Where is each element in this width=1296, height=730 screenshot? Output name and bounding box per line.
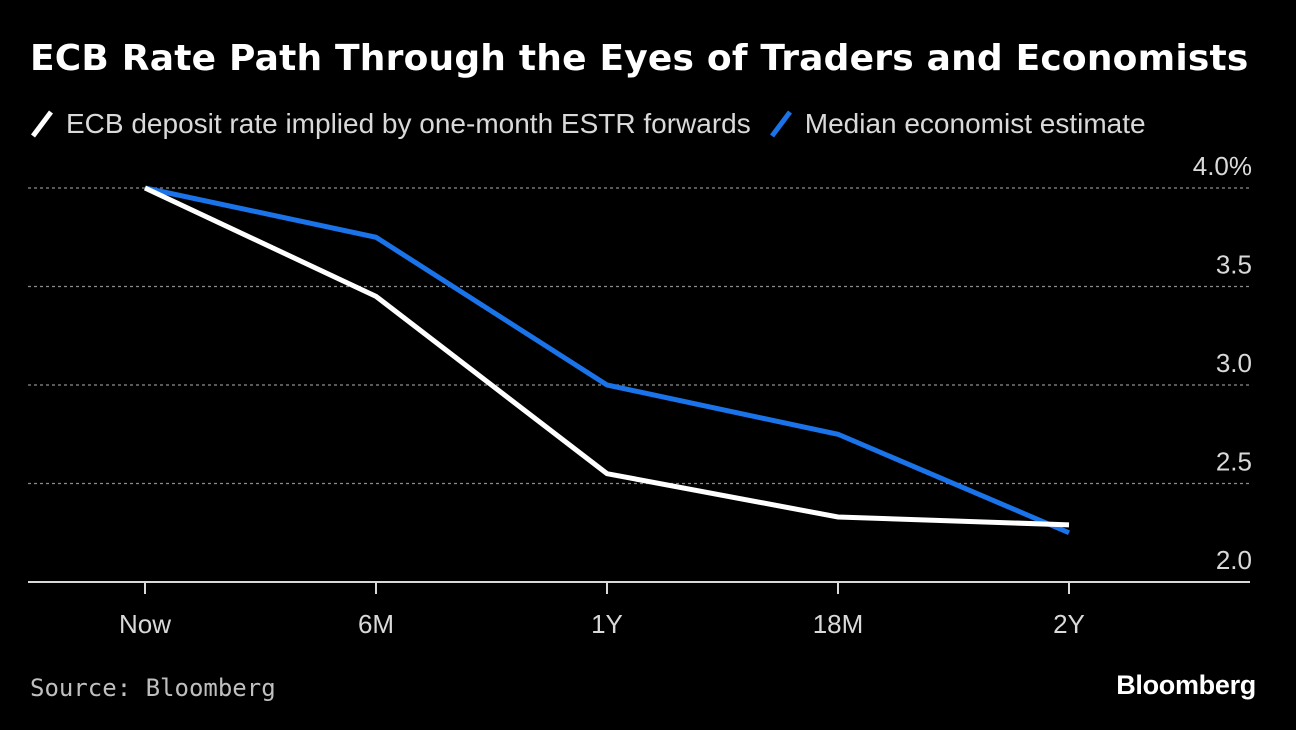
x-tick-label: Now <box>119 609 171 639</box>
legend-item-forwards: ECB deposit rate implied by one-month ES… <box>30 108 751 140</box>
y-tick-label: 4.0% <box>1193 151 1252 181</box>
y-tick-label: 3.0 <box>1216 348 1252 378</box>
chart-title: ECB Rate Path Through the Eyes of Trader… <box>30 38 1249 79</box>
legend-label-forwards: ECB deposit rate implied by one-month ES… <box>66 108 751 139</box>
legend-item-economists: Median economist estimate <box>769 108 1146 140</box>
bloomberg-logo: Bloomberg <box>1116 670 1256 700</box>
x-tick-label: 2Y <box>1053 609 1085 639</box>
y-tick-label: 2.0 <box>1216 545 1252 575</box>
source-note: Source: Bloomberg <box>30 674 276 702</box>
legend-label-economists: Median economist estimate <box>804 108 1146 139</box>
y-tick-label: 2.5 <box>1216 447 1252 477</box>
x-tick-label: 6M <box>358 609 394 639</box>
legend-swatch-economists <box>769 110 792 138</box>
legend-swatch-forwards <box>31 110 53 138</box>
series-line-economists <box>144 185 1070 536</box>
legend: ECB deposit rate implied by one-month ES… <box>30 106 1164 142</box>
y-tick-label: 3.5 <box>1216 250 1252 280</box>
x-tick-label: 18M <box>813 609 864 639</box>
x-tick-label: 1Y <box>591 609 623 639</box>
series-line-forwards <box>143 185 1070 528</box>
